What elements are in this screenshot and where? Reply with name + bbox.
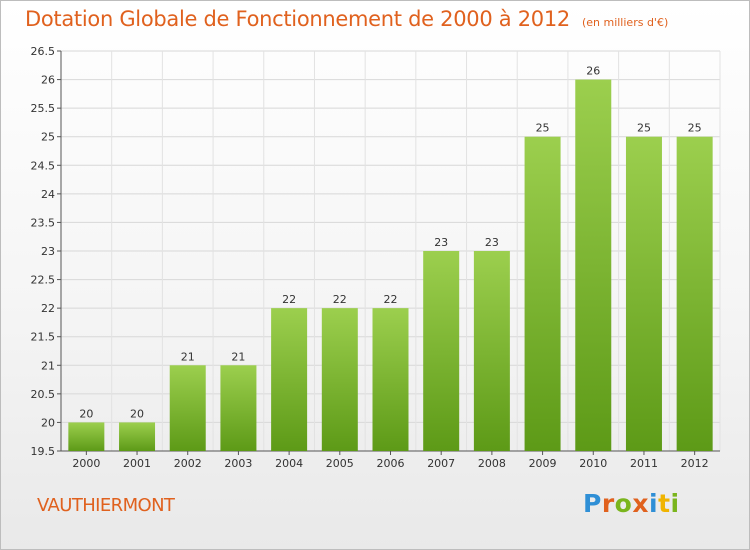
x-tick-label: 2010	[579, 457, 607, 470]
chart-subtitle: (en milliers d'€)	[581, 16, 669, 29]
x-tick-label: 2000	[72, 457, 100, 470]
logo-letter: i	[670, 489, 680, 518]
y-tick-label: 24.5	[31, 159, 56, 172]
logo-letter: o	[614, 489, 633, 518]
y-tick-label: 23	[41, 245, 55, 258]
x-tick-label: 2009	[529, 457, 557, 470]
logo-letter: t	[658, 489, 671, 518]
axes: 19.5 20 20.5 21 21.5 22 22.5 23 23.5 24 24.5 25 25.5…	[31, 45, 720, 470]
x-tick-label: 2006	[377, 457, 405, 470]
x-tick-label: 2005	[326, 457, 354, 470]
commune-name: VAUTHIERMONT	[37, 495, 175, 516]
data-label-2000: 20	[79, 407, 93, 420]
data-label-2010: 26	[586, 65, 600, 78]
y-tick-label: 25.5	[31, 102, 56, 115]
bar-2004	[271, 308, 308, 451]
data-label-2008: 23	[485, 236, 499, 249]
bar-2000	[68, 422, 105, 451]
data-label-2012: 25	[688, 122, 702, 135]
bar-2008	[473, 251, 510, 451]
x-tick-label: 2002	[174, 457, 202, 470]
y-tick-label: 24	[41, 188, 55, 201]
data-label-2005: 22	[333, 293, 347, 306]
bar-2003	[220, 365, 257, 451]
bar-2006	[372, 308, 409, 451]
x-tick-label: 2003	[224, 457, 252, 470]
logo-letter: r	[601, 489, 615, 518]
y-tick-label: 21	[41, 359, 55, 372]
x-tick-label: 2008	[478, 457, 506, 470]
y-tick-label: 21.5	[31, 331, 56, 344]
y-tick-label: 26.5	[31, 45, 56, 58]
bar-2007	[423, 251, 460, 451]
y-tick-label: 22	[41, 302, 55, 315]
bars	[68, 79, 713, 452]
logo-letter: P	[583, 489, 602, 518]
bar-2012	[676, 136, 713, 451]
data-label-2003: 21	[231, 350, 245, 363]
logo-letter: i	[649, 489, 659, 518]
bar-2001	[119, 422, 156, 451]
y-tick-label: 25	[41, 131, 55, 144]
proxiti-logo[interactable]: Proxiti	[583, 489, 680, 518]
bar-2009	[524, 136, 561, 451]
x-tick-label: 2004	[275, 457, 303, 470]
x-tick-label: 2011	[630, 457, 658, 470]
bar-2002	[169, 365, 206, 451]
data-label-2006: 22	[384, 293, 398, 306]
data-label-2007: 23	[434, 236, 448, 249]
logo-letter: x	[632, 489, 649, 518]
data-label-2002: 21	[181, 350, 195, 363]
x-tick-label: 2001	[123, 457, 151, 470]
y-tick-label: 19.5	[31, 445, 56, 458]
y-tick-label: 23.5	[31, 216, 56, 229]
data-label-2009: 25	[536, 122, 550, 135]
x-tick-label: 2012	[681, 457, 709, 470]
data-label-2001: 20	[130, 407, 144, 420]
bar-2005	[321, 308, 358, 451]
bar-2011	[625, 136, 662, 451]
y-tick-label: 26	[41, 74, 55, 87]
y-tick-label: 20.5	[31, 388, 56, 401]
y-tick-label: 20	[41, 416, 55, 429]
y-tick-label: 22.5	[31, 274, 56, 287]
chart-title: Dotation Globale de Fonctionnement de 20…	[25, 7, 669, 31]
bar-2010	[575, 79, 612, 452]
data-labels: 20 20 21 21 22 22 22 23 23 25 26 25 25	[79, 65, 701, 421]
data-label-2004: 22	[282, 293, 296, 306]
x-tick-label: 2007	[427, 457, 455, 470]
data-label-2011: 25	[637, 122, 651, 135]
